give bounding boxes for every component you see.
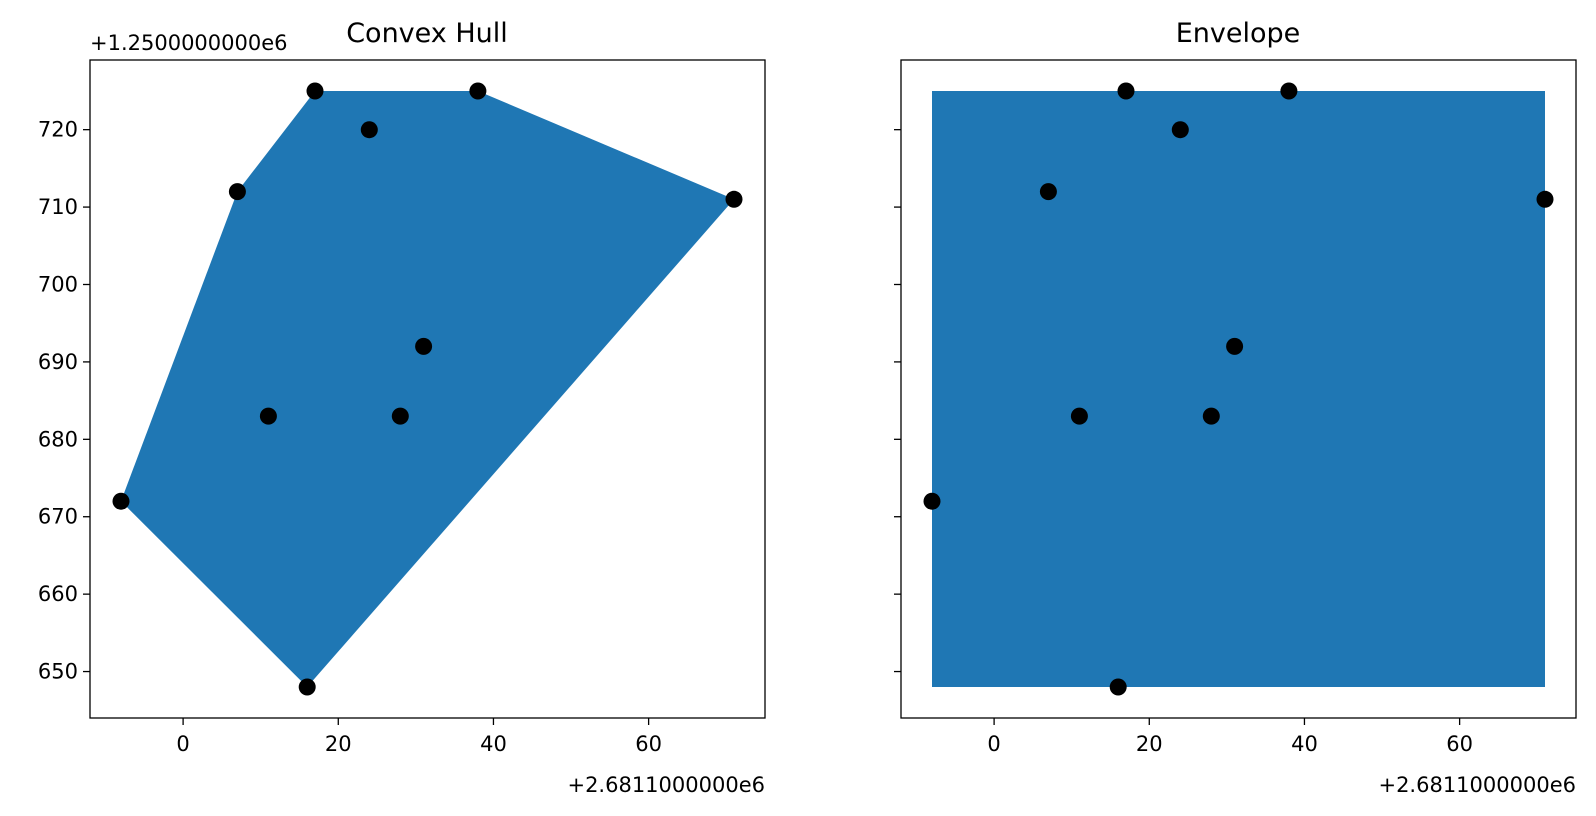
y-offset-label: +1.2500000000e6 <box>90 31 288 55</box>
data-point <box>1039 183 1057 201</box>
x-tick-label: 20 <box>325 732 352 756</box>
data-point <box>1117 82 1135 100</box>
data-point <box>923 492 941 510</box>
plot-area: 0 20 40 60 <box>894 59 1577 756</box>
chart-title: Convex Hull <box>346 18 508 49</box>
data-point <box>1109 678 1127 696</box>
envelope-polygon <box>932 91 1545 687</box>
panel-convex-hull: Convex Hull +1.2500000000e6 0 20 40 60 650 66… <box>38 18 766 797</box>
x-tick-label: 40 <box>480 732 507 756</box>
x-offset-label: +2.6811000000e6 <box>567 773 765 797</box>
data-point <box>725 190 743 208</box>
data-point <box>360 121 378 139</box>
y-tick-label: 660 <box>38 582 78 606</box>
x-tick-label: 60 <box>1446 732 1473 756</box>
data-point <box>1280 82 1298 100</box>
y-tick-label: 720 <box>38 118 78 142</box>
x-tick-label: 40 <box>1291 732 1318 756</box>
plot-area: 0 20 40 60 650 660 670 680 690 700 710 720 <box>38 59 766 756</box>
y-tick-label: 700 <box>38 272 78 296</box>
x-tick-label: 60 <box>635 732 662 756</box>
y-tick-label: 680 <box>38 427 78 451</box>
x-tick-label: 0 <box>987 732 1000 756</box>
data-point <box>469 82 487 100</box>
y-tick-label: 710 <box>38 195 78 219</box>
data-point <box>1202 407 1220 425</box>
chart-title: Envelope <box>1176 18 1301 49</box>
convex-hull-polygon <box>121 91 734 687</box>
data-point <box>391 407 409 425</box>
data-point <box>298 678 316 696</box>
axes-frame <box>900 59 1577 719</box>
data-point <box>1226 337 1244 355</box>
axes-frame <box>89 59 766 719</box>
data-point <box>415 337 433 355</box>
data-point <box>228 183 246 201</box>
x-offset-label: +2.6811000000e6 <box>1378 773 1576 797</box>
data-point <box>1536 190 1554 208</box>
data-point <box>259 407 277 425</box>
data-point <box>1070 407 1088 425</box>
y-tick-label: 690 <box>38 350 78 374</box>
data-point <box>112 492 130 510</box>
data-point <box>1171 121 1189 139</box>
y-tick-label: 670 <box>38 505 78 529</box>
y-tick-label: 650 <box>38 660 78 684</box>
data-point <box>306 82 324 100</box>
x-tick-label: 0 <box>176 732 189 756</box>
x-tick-label: 20 <box>1136 732 1163 756</box>
panel-envelope: Envelope 0 20 40 60 +2.6811000000e6 <box>894 18 1577 797</box>
